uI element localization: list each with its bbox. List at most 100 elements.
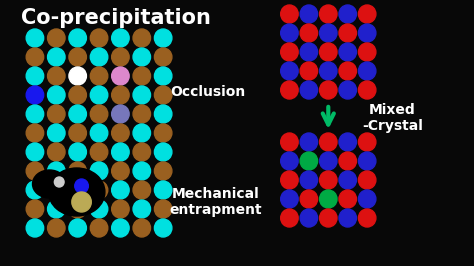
Circle shape xyxy=(319,62,337,80)
Circle shape xyxy=(133,162,151,180)
Circle shape xyxy=(155,29,172,47)
Circle shape xyxy=(358,81,376,99)
Circle shape xyxy=(155,124,172,142)
Circle shape xyxy=(281,5,298,23)
Circle shape xyxy=(155,67,172,85)
Ellipse shape xyxy=(33,170,66,198)
Circle shape xyxy=(339,24,356,42)
Circle shape xyxy=(339,190,356,208)
Circle shape xyxy=(155,181,172,199)
Circle shape xyxy=(133,143,151,161)
Circle shape xyxy=(91,29,108,47)
Circle shape xyxy=(47,143,65,161)
Circle shape xyxy=(47,67,65,85)
Circle shape xyxy=(300,81,318,99)
Circle shape xyxy=(47,105,65,123)
Circle shape xyxy=(26,86,44,104)
Circle shape xyxy=(91,86,108,104)
Circle shape xyxy=(69,105,86,123)
Circle shape xyxy=(339,171,356,189)
Circle shape xyxy=(47,48,65,66)
Circle shape xyxy=(112,29,129,47)
Circle shape xyxy=(281,190,298,208)
Circle shape xyxy=(319,152,337,170)
Circle shape xyxy=(358,133,376,151)
Circle shape xyxy=(91,181,108,199)
Circle shape xyxy=(55,177,64,187)
Circle shape xyxy=(300,133,318,151)
Circle shape xyxy=(112,105,129,123)
Circle shape xyxy=(300,152,318,170)
Text: Mixed
-Crystal: Mixed -Crystal xyxy=(362,103,423,133)
Circle shape xyxy=(300,190,318,208)
Circle shape xyxy=(319,81,337,99)
Circle shape xyxy=(358,62,376,80)
Circle shape xyxy=(26,181,44,199)
Circle shape xyxy=(319,171,337,189)
Circle shape xyxy=(155,105,172,123)
Circle shape xyxy=(281,81,298,99)
Circle shape xyxy=(358,152,376,170)
Circle shape xyxy=(112,162,129,180)
Circle shape xyxy=(133,29,151,47)
Circle shape xyxy=(133,124,151,142)
Circle shape xyxy=(133,67,151,85)
Circle shape xyxy=(133,200,151,218)
Circle shape xyxy=(91,219,108,237)
Circle shape xyxy=(26,48,44,66)
Circle shape xyxy=(358,171,376,189)
Circle shape xyxy=(69,162,86,180)
Circle shape xyxy=(155,200,172,218)
Circle shape xyxy=(339,209,356,227)
Circle shape xyxy=(300,43,318,61)
Circle shape xyxy=(47,162,65,180)
Circle shape xyxy=(319,190,337,208)
Circle shape xyxy=(300,209,318,227)
Circle shape xyxy=(26,124,44,142)
Circle shape xyxy=(281,133,298,151)
Circle shape xyxy=(26,105,44,123)
Circle shape xyxy=(281,209,298,227)
Circle shape xyxy=(319,24,337,42)
Circle shape xyxy=(26,29,44,47)
Ellipse shape xyxy=(48,168,105,216)
Circle shape xyxy=(319,43,337,61)
Circle shape xyxy=(26,219,44,237)
Circle shape xyxy=(69,29,86,47)
Circle shape xyxy=(112,200,129,218)
Circle shape xyxy=(281,62,298,80)
Circle shape xyxy=(339,43,356,61)
Circle shape xyxy=(339,152,356,170)
Circle shape xyxy=(47,219,65,237)
Circle shape xyxy=(26,162,44,180)
Circle shape xyxy=(281,171,298,189)
Circle shape xyxy=(69,48,86,66)
Circle shape xyxy=(281,152,298,170)
Circle shape xyxy=(69,200,86,218)
Circle shape xyxy=(91,143,108,161)
Circle shape xyxy=(69,124,86,142)
Circle shape xyxy=(47,181,65,199)
Circle shape xyxy=(47,200,65,218)
Circle shape xyxy=(69,219,86,237)
Circle shape xyxy=(112,181,129,199)
Circle shape xyxy=(339,81,356,99)
Circle shape xyxy=(300,5,318,23)
Circle shape xyxy=(358,190,376,208)
Circle shape xyxy=(69,181,86,199)
Circle shape xyxy=(26,200,44,218)
Circle shape xyxy=(155,86,172,104)
Circle shape xyxy=(112,219,129,237)
Circle shape xyxy=(155,219,172,237)
Circle shape xyxy=(47,86,65,104)
Circle shape xyxy=(91,124,108,142)
Circle shape xyxy=(91,105,108,123)
Circle shape xyxy=(339,62,356,80)
Circle shape xyxy=(155,48,172,66)
Circle shape xyxy=(26,143,44,161)
Circle shape xyxy=(112,48,129,66)
Circle shape xyxy=(339,133,356,151)
Circle shape xyxy=(133,219,151,237)
Circle shape xyxy=(26,67,44,85)
Circle shape xyxy=(72,192,91,212)
